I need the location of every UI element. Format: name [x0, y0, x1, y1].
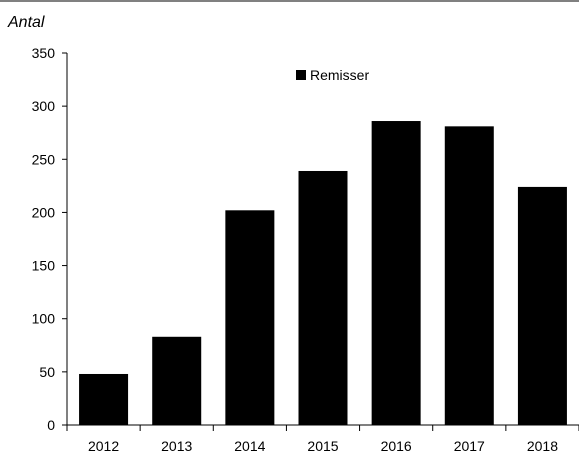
legend-swatch: [296, 70, 306, 80]
y-tick-label: 350: [32, 45, 56, 61]
y-tick-label: 200: [32, 204, 56, 220]
legend-label: Remisser: [310, 67, 369, 83]
bar-2014: [225, 210, 275, 425]
bar-2018: [517, 186, 567, 425]
bar-2016: [371, 121, 421, 425]
y-tick-label: 50: [39, 364, 55, 380]
y-tick-label: 150: [32, 258, 56, 274]
bar-2012: [79, 373, 129, 425]
y-tick-label: 100: [32, 311, 56, 327]
plot-area: 0 50 100 150 200 250 300 350 2012 2013 2014 2015 201…: [32, 45, 579, 454]
x-tick-label: 2015: [307, 438, 338, 454]
x-tick-label: 2017: [454, 438, 485, 454]
x-tick-label: 2018: [527, 438, 558, 454]
x-tick-label: 2016: [381, 438, 412, 454]
y-axis-label: Antal: [7, 14, 45, 31]
bar-2013: [152, 336, 202, 425]
y-tick-label: 0: [47, 417, 55, 433]
bar-2017: [444, 126, 494, 425]
y-tick-label: 250: [32, 151, 56, 167]
x-tick-label: 2014: [234, 438, 265, 454]
x-tick-label: 2013: [161, 438, 192, 454]
bar-2015: [298, 170, 348, 425]
x-tick-label: 2012: [88, 438, 119, 454]
y-tick-label: 300: [32, 98, 56, 114]
